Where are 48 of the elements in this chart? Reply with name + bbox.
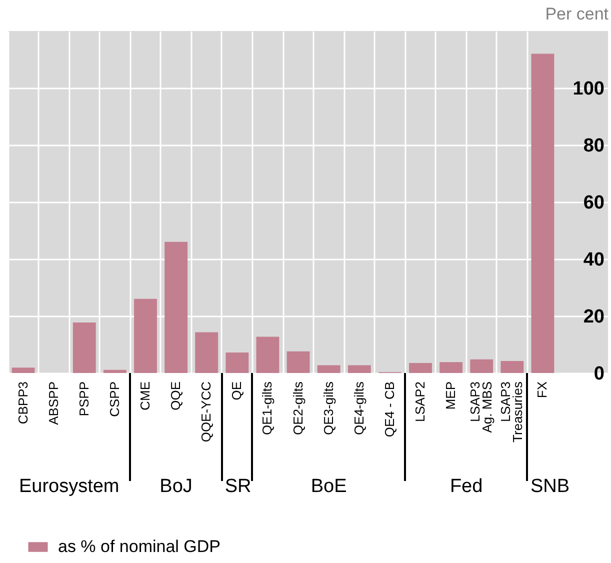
bar: [500, 361, 524, 373]
text: SR: [224, 476, 252, 498]
x-tick-label: QE4 - CB: [382, 382, 397, 438]
x-tick-label: QE4-gilts: [351, 381, 366, 435]
x-tick-label: CSPP: [106, 382, 122, 417]
bar: [256, 336, 280, 373]
y-tick-label: 60: [583, 192, 604, 214]
bar: [286, 351, 310, 373]
x-tick-label: QE2-gilts: [290, 381, 306, 435]
bar: [317, 365, 340, 373]
y-tick-label: 80: [583, 136, 604, 156]
bar: [164, 242, 188, 373]
y-tick-label: 40: [583, 250, 604, 270]
y-axis-title: Per cent: [545, 4, 609, 24]
x-tick-label: QQE-YCC: [198, 382, 214, 442]
y-tick-label: 20: [583, 306, 604, 328]
x-tick-label: LSAP2: [412, 382, 428, 422]
x-tick-label: ABSPP: [46, 382, 61, 425]
y-tick-label: 0: [594, 364, 604, 384]
text: Fed: [450, 476, 483, 498]
text: BoJ: [160, 476, 192, 498]
legend-label: as % of nominal GDP: [58, 537, 221, 556]
x-tick-label: QE: [229, 381, 244, 400]
x-tick-label: QQE: [168, 381, 184, 410]
bar: [72, 322, 96, 373]
bar: [195, 332, 218, 373]
x-tick-label: CME: [138, 381, 152, 410]
text: SNB: [530, 476, 570, 498]
x-tick-label: LSAP3 Ag. MBS: [468, 381, 495, 433]
bar: [409, 363, 432, 373]
bar: [103, 370, 126, 373]
x-tick-label: CBPP3: [15, 382, 30, 424]
y-tick-label: 100: [572, 78, 604, 100]
text: Eurosystem: [18, 476, 120, 498]
x-tick-label: QE1-gilts: [260, 381, 275, 435]
x-tick-label: MEP: [443, 382, 458, 410]
x-tick-label: LSAP3 Treasuries: [498, 381, 526, 442]
bar: [12, 368, 35, 373]
bar: [470, 359, 494, 373]
x-tick-label: FX: [534, 381, 550, 398]
bar: [440, 362, 463, 373]
bar: [531, 54, 554, 373]
x-tick-label: QE3-gilts: [320, 381, 336, 435]
text: BoE: [310, 476, 347, 498]
bar: [348, 365, 371, 373]
x-tick-label: PSPP: [76, 382, 92, 416]
bar: [134, 298, 157, 373]
bar: [226, 352, 249, 373]
